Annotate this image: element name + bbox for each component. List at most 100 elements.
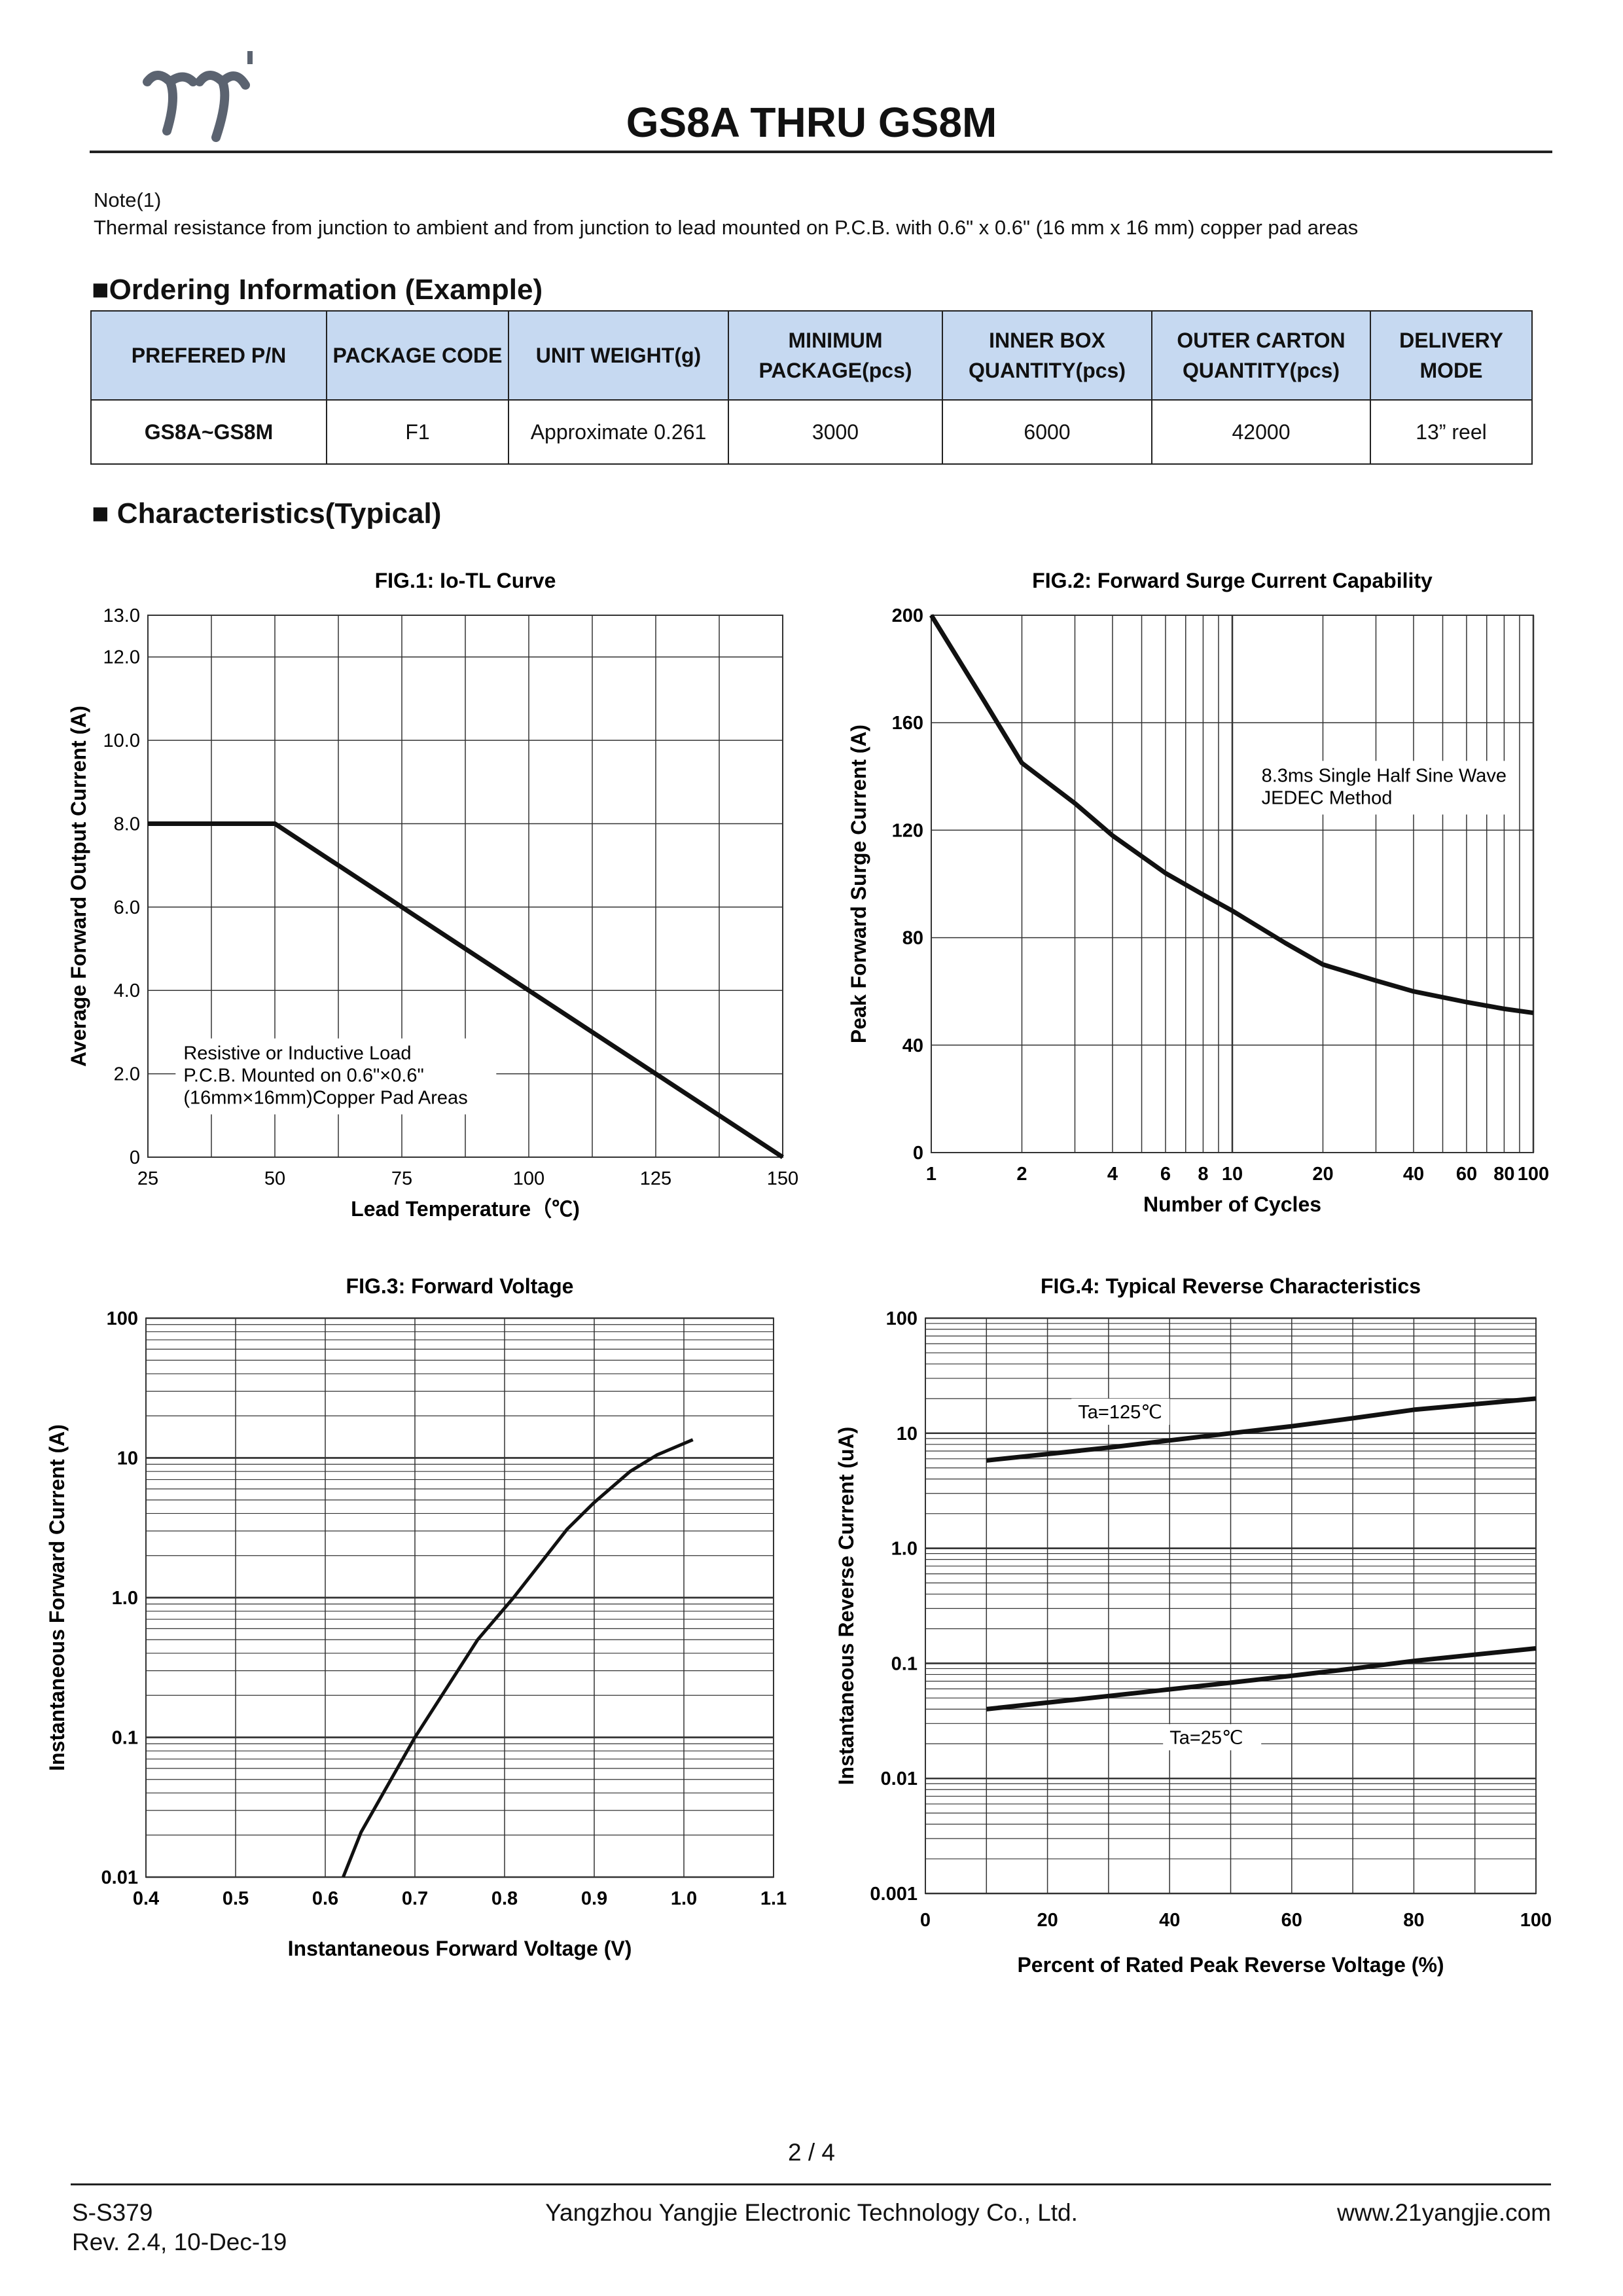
column-header: DELIVERY MODE: [1370, 310, 1533, 401]
x-tick-label: 75: [391, 1168, 412, 1189]
x-tick-label: 4: [1107, 1164, 1118, 1185]
y-tick-label: 2.0: [114, 1064, 140, 1085]
x-tick-label: 150: [767, 1168, 798, 1189]
annotation-bg: [175, 1038, 497, 1115]
y-tick-label: 0.01: [881, 1768, 918, 1789]
y-tick-label: 6.0: [114, 897, 140, 918]
x-tick-label: 0.5: [223, 1888, 249, 1909]
x-tick-label: 25: [137, 1168, 158, 1189]
y-tick-label: 10.0: [103, 730, 140, 751]
x-tick-label: 10: [1222, 1164, 1243, 1185]
doc-id: S-S379: [72, 2199, 153, 2226]
x-axis-label: Instantaneous Forward Voltage (V): [288, 1937, 632, 1960]
plot-frame: [931, 615, 1534, 1153]
table-cell: 13” reel: [1370, 399, 1533, 465]
chart-title: FIG.3: Forward Voltage: [346, 1274, 574, 1298]
x-tick-label: 0.6: [312, 1888, 338, 1909]
x-tick-label: 0.4: [133, 1888, 159, 1909]
table-cell: 3000: [728, 399, 943, 465]
y-tick-label: 100: [886, 1308, 918, 1329]
y-axis-label: Peak Forward Surge Current (A): [847, 725, 870, 1043]
x-tick-label: 80: [1493, 1164, 1514, 1185]
chart-fig3: 0.4 0.5 0.6 0.7 0.8 0.9 1.0 1.1 0.01 0.1 1.0 10 100 F…: [45, 1274, 787, 1960]
series-line-1: [148, 821, 784, 1159]
y-tick-label: 13.0: [103, 605, 140, 626]
y-tick-label: 12.0: [103, 647, 140, 668]
y-tick-label: 120: [892, 820, 923, 841]
x-axis-label: Percent of Rated Peak Reverse Voltage (%…: [1017, 1953, 1444, 1977]
y-tick-label: 80: [902, 928, 923, 949]
y-tick-label: 10: [117, 1448, 138, 1469]
plot-frame: [145, 1318, 774, 1878]
chart-title: FIG.2: Forward Surge Current Capability: [1032, 569, 1433, 592]
y-tick-label: 0.1: [891, 1653, 918, 1674]
page-title: GS8A THRU GS8M: [626, 99, 997, 146]
x-tick-label: 20: [1312, 1164, 1333, 1185]
y-tick-label: 1.0: [112, 1588, 138, 1609]
y-tick-label: 0.1: [112, 1728, 138, 1749]
y-axis-label: Average Forward Output Current (A): [67, 706, 90, 1067]
table-cell: Approximate 0.261: [508, 399, 729, 465]
x-tick-label: 50: [264, 1168, 285, 1189]
y-tick-label: 0: [130, 1147, 140, 1168]
series-line-1: [342, 1438, 694, 1878]
x-axis-label: Lead Temperature（℃): [351, 1197, 580, 1221]
x-tick-label: 1: [926, 1164, 936, 1185]
series-line-1: [986, 1396, 1537, 1463]
y-tick-label: 8.0: [114, 814, 140, 834]
y-axis-label: Instantaneous Reverse Current (uA): [834, 1427, 858, 1785]
y-tick-label: 0: [913, 1143, 923, 1164]
y-tick-label: 0.001: [870, 1884, 918, 1905]
y-tick-label: 40: [902, 1035, 923, 1056]
y-axis-label: Instantaneous Forward Current (A): [45, 1424, 69, 1771]
y-tick-label: 160: [892, 713, 923, 734]
table-row: GS8A~GS8M F1 Approximate 0.261 3000 6000 4200…: [90, 399, 1533, 465]
x-tick-label: 125: [640, 1168, 671, 1189]
x-tick-label: 0.7: [402, 1888, 428, 1909]
x-tick-label: 100: [513, 1168, 544, 1189]
table-cell: F1: [326, 399, 509, 465]
series-label: Ta=25℃: [1169, 1727, 1243, 1748]
chart-fig1: 25 50 75 100 125 150 0 2.0 4.0 6.0 8.0 10.0 12.0 13.0…: [67, 569, 798, 1221]
revision: Rev. 2.4, 10-Dec-19: [72, 2229, 287, 2255]
footer-divider: [71, 2183, 1551, 2185]
note-text: Thermal resistance from junction to ambi…: [94, 216, 1359, 239]
annotation-text: P.C.B. Mounted on 0.6"×0.6": [183, 1066, 424, 1086]
characteristics-heading: ■ Characteristics(Typical): [92, 497, 442, 529]
chart-title: FIG.4: Typical Reverse Characteristics: [1041, 1274, 1421, 1298]
page-number: 2 / 4: [788, 2139, 835, 2166]
plot-frame: [147, 615, 783, 1158]
ordering-table: PREFERED P/N PACKAGE CODE UNIT WEIGHT(g) MI…: [90, 310, 1533, 465]
x-tick-label: 100: [1520, 1910, 1552, 1931]
y-tick-label: 10: [897, 1424, 918, 1444]
series-line-2: [986, 1646, 1537, 1712]
table-cell: 6000: [942, 399, 1152, 465]
column-header: PACKAGE CODE: [326, 310, 509, 401]
ordering-heading: ■Ordering Information (Example): [92, 274, 543, 306]
y-tick-label: 200: [892, 605, 923, 626]
table-header-row: PREFERED P/N PACKAGE CODE UNIT WEIGHT(g) MI…: [90, 310, 1533, 401]
series-label: Ta=125℃: [1078, 1402, 1162, 1423]
x-tick-label: 60: [1281, 1910, 1302, 1931]
x-tick-label: 0.8: [491, 1888, 518, 1909]
x-axis-label: Number of Cycles: [1143, 1193, 1321, 1216]
y-tick-label: 100: [107, 1308, 138, 1329]
chart-fig4: 0 20 40 60 80 100 0.001 0.01 0.1 1.0 10 100 FIG.4: T…: [834, 1274, 1552, 1977]
x-tick-label: 60: [1456, 1164, 1477, 1185]
x-tick-label: 100: [1518, 1164, 1549, 1185]
annotation-text: Resistive or Inductive Load: [183, 1043, 411, 1064]
x-tick-label: 2: [1016, 1164, 1027, 1185]
column-header: UNIT WEIGHT(g): [508, 310, 729, 401]
annotation-text: (16mm×16mm)Copper Pad Areas: [183, 1088, 467, 1109]
annotation-bg: [1253, 761, 1509, 815]
x-tick-label: 6: [1160, 1164, 1171, 1185]
company-name: Yangzhou Yangjie Electronic Technology C…: [545, 2199, 1078, 2226]
website-link[interactable]: www.21yangjie.com: [1337, 2199, 1551, 2226]
column-header: PREFERED P/N: [90, 310, 327, 401]
x-tick-label: 1.1: [760, 1888, 787, 1909]
column-header: OUTER CARTON QUANTITY(pcs): [1151, 310, 1371, 401]
plot-frame: [925, 1318, 1537, 1894]
x-tick-label: 0.9: [581, 1888, 607, 1909]
y-tick-label: 1.0: [891, 1539, 918, 1560]
x-tick-label: 0: [920, 1910, 931, 1931]
